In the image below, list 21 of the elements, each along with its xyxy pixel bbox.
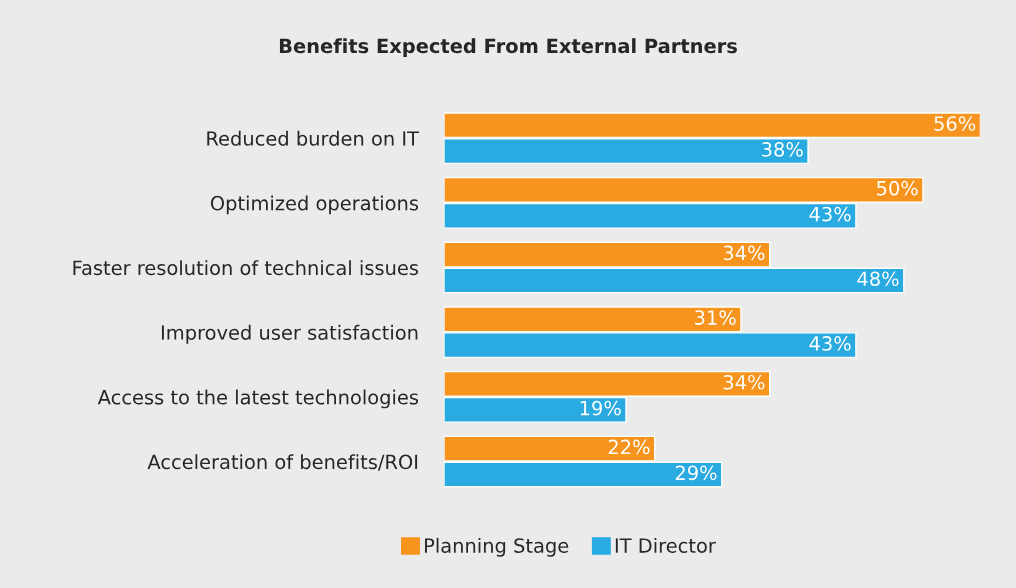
data-label: 48% <box>857 271 899 287</box>
data-label: 50% <box>877 180 918 196</box>
data-label: 22% <box>608 439 650 455</box>
data-label: 29% <box>675 465 717 481</box>
data-label: 56% <box>934 116 976 131</box>
data-label: 19% <box>580 400 621 416</box>
data-label: 43% <box>809 206 851 222</box>
y-tick-label: Acceleration of benefits/ROI <box>147 454 418 471</box>
data-label: 38% <box>762 142 803 157</box>
y-tick-label: Access to the latest technologies <box>97 389 419 409</box>
y-tick-label: Reduced burden on IT <box>207 130 420 146</box>
legend-label: Planning Stage <box>425 537 569 557</box>
data-label: 34% <box>723 245 765 261</box>
chart-title: Benefits Expected From External Partners <box>279 38 737 58</box>
data-label: 31% <box>695 310 736 325</box>
data-label: 34% <box>723 374 765 390</box>
y-tick-label: Improved user satisfaction <box>161 324 418 344</box>
y-tick-label: Optimized operations <box>210 195 419 215</box>
legend-label: IT Director <box>615 537 716 553</box>
data-label: 43% <box>809 336 851 351</box>
y-tick-label: Faster resolution of technical issues <box>73 260 419 276</box>
